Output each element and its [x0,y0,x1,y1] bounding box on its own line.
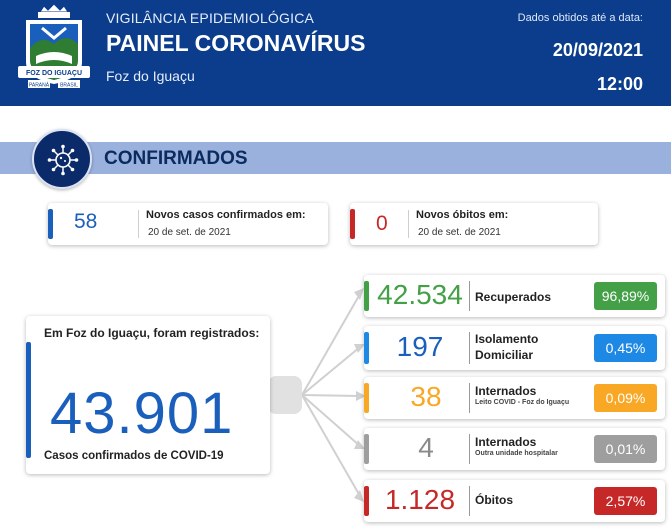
section-band [0,142,671,174]
breakdown-label: Internados [475,435,537,449]
breakdown-strip [364,486,369,516]
breakdown-label: Recuperados [475,290,552,304]
breakdown-value: 1.128 [384,484,456,515]
breakdown-label: Internados [475,384,537,398]
data-date: 20/09/2021 [552,40,643,60]
breakdown-sublabel: Leito COVID - Foz do Iguaçu [475,399,570,406]
divider [469,434,470,464]
divider [469,383,470,413]
breakdown-strip [364,332,369,364]
new-deaths-label: Novos óbitos em: [416,209,509,221]
percent-badge: 96,89% [594,282,657,310]
new-cases-label: Novos casos confirmados em: [146,209,306,221]
breakdown-value: 197 [396,331,444,362]
breakdown-card-internados-outra: 4 Internados Outra unidade hospitalar 0,… [364,428,665,470]
breakdown-label: Óbitos [475,493,513,507]
crest-text: FOZ DO IGUAÇU [26,70,82,77]
total-cases-value: 43.901 [50,381,234,446]
data-time: 12:00 [596,74,643,94]
breakdown-card-obitos: 1.128 Óbitos 2,57% [364,480,665,522]
total-cases-strip [26,342,31,458]
new-cases-card: 58 Novos casos confirmados em: 20 de set… [48,203,328,245]
breakdown-value: 42.534 [377,279,463,310]
header-bar: FOZ DO IGUAÇU PARANÁ BRASIL VIGILÂNCIA E… [0,0,671,106]
breakdown-value: 4 [418,432,434,463]
breakdown-label-line2: Domiciliar [475,348,534,362]
total-cases-card [26,316,270,474]
divider [469,281,470,311]
header-subtitle: VIGILÂNCIA EPIDEMIOLÓGICA [106,10,315,26]
breakdown-card-isolamento: 197 Isolamento Domiciliar 0,45% [364,326,665,370]
new-deaths-value: 0 [376,212,388,235]
breakdown-card-recuperados: 42.534 Recuperados 96,89% [364,275,665,317]
divider [138,210,139,238]
new-deaths-date: 20 de set. de 2021 [418,227,501,238]
breakdown-strip [364,383,369,413]
date-label: Dados obtidos até a data: [517,12,643,24]
crest-left-text: PARANÁ [29,82,50,89]
percent-badge: 0,09% [594,384,657,412]
page-title: PAINEL CORONAVÍRUS [106,30,366,56]
divider [469,486,470,516]
header-city: Foz do Iguaçu [106,68,195,84]
total-cases-caption: Casos confirmados de COVID-19 [44,450,224,462]
connector-lines [268,288,366,502]
city-crest-logo: FOZ DO IGUAÇU PARANÁ BRASIL [18,4,90,89]
percent-badge: 0,01% [594,435,657,463]
breakdown-strip [364,434,369,464]
breakdown-value: 38 [410,381,442,412]
total-cases-title: Em Foz do Iguaçu, foram registrados: [44,326,260,340]
breakdown-card-internados-covid: 38 Internados Leito COVID - Foz do Iguaç… [364,377,665,419]
percent-badge: 0,45% [594,334,657,362]
crest-right-text: BRASIL [60,83,78,89]
breakdown-label: Isolamento [475,332,539,346]
new-cases-date: 20 de set. de 2021 [148,227,231,238]
new-cases-strip [48,209,53,239]
divider [408,210,409,238]
breakdown-strip [364,281,369,311]
percent-badge: 2,57% [594,487,657,515]
breakdown-sublabel: Outra unidade hospitalar [475,450,558,457]
new-deaths-card: 0 Novos óbitos em: 20 de set. de 2021 [350,203,598,245]
virus-icon [32,129,92,189]
section-title: CONFIRMADOS [104,148,248,169]
divider [469,332,470,364]
new-deaths-strip [350,209,355,239]
new-cases-value: 58 [74,210,98,233]
